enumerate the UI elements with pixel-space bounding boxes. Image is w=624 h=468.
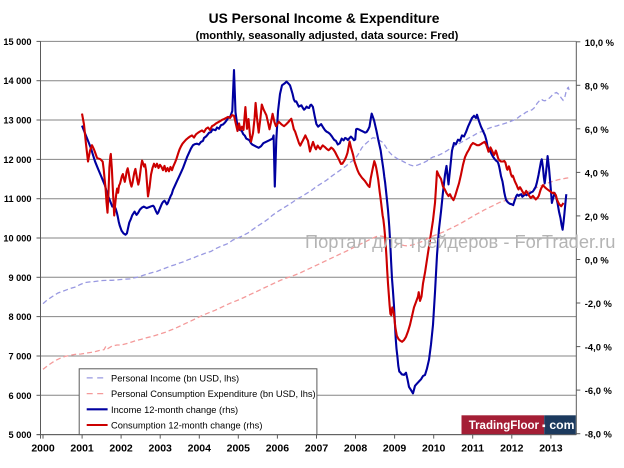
svg-text:-6,0 %: -6,0 % (585, 385, 613, 396)
svg-text:2005: 2005 (227, 443, 251, 455)
svg-text:8,0 %: 8,0 % (585, 80, 610, 91)
svg-text:11 000: 11 000 (4, 194, 32, 204)
svg-text:0,0 %: 0,0 % (585, 255, 610, 266)
svg-text:6,0 %: 6,0 % (585, 124, 610, 135)
svg-text:2,0 %: 2,0 % (585, 211, 610, 222)
svg-text:12 000: 12 000 (3, 155, 31, 165)
svg-text:2009: 2009 (383, 443, 407, 455)
svg-text:14 000: 14 000 (3, 76, 31, 86)
svg-text:2008: 2008 (344, 443, 368, 455)
svg-text:2004: 2004 (188, 443, 212, 455)
svg-text:-2,0 %: -2,0 % (585, 298, 613, 309)
svg-text:2001: 2001 (70, 443, 94, 455)
svg-text:5 000: 5 000 (9, 430, 32, 440)
svg-text:com: com (549, 418, 574, 432)
svg-text:2007: 2007 (305, 443, 329, 455)
svg-text:10 000: 10 000 (3, 234, 31, 244)
svg-text:2013: 2013 (539, 443, 563, 455)
svg-text:2000: 2000 (31, 443, 55, 455)
svg-text:US Personal Income & Expenditu: US Personal Income & Expenditure (209, 11, 440, 26)
svg-text:Consumption 12-month change (r: Consumption 12-month change (rhs) (111, 421, 262, 431)
svg-text:TradingFloor: TradingFloor (469, 420, 540, 432)
svg-text:-8,0 %: -8,0 % (585, 429, 613, 440)
svg-text:15 000: 15 000 (3, 37, 31, 47)
svg-text:10,0 %: 10,0 % (585, 37, 615, 48)
svg-text:2003: 2003 (149, 443, 173, 455)
svg-text:Personal Consumption Expenditu: Personal Consumption Expenditure (bn USD… (111, 389, 316, 399)
svg-text:(monthly, seasonally adjusted,: (monthly, seasonally adjusted, data sour… (196, 30, 459, 42)
svg-text:Портал для трейдеров - ForTrad: Портал для трейдеров - ForTrader.ru (305, 231, 615, 252)
svg-text:2011: 2011 (461, 443, 484, 455)
svg-text:Income 12-month change (rhs): Income 12-month change (rhs) (111, 405, 238, 415)
svg-text:Personal Income (bn USD, lhs): Personal Income (bn USD, lhs) (111, 373, 239, 383)
svg-text:2006: 2006 (266, 443, 290, 455)
svg-text:7 000: 7 000 (9, 352, 32, 362)
svg-text:2010: 2010 (422, 443, 446, 455)
svg-text:2002: 2002 (109, 443, 133, 455)
svg-text:6 000: 6 000 (9, 391, 32, 401)
svg-text:-4,0 %: -4,0 % (585, 342, 613, 353)
svg-text:2012: 2012 (500, 443, 524, 455)
svg-text:9 000: 9 000 (9, 273, 32, 283)
svg-text:8 000: 8 000 (9, 312, 32, 322)
svg-text:4,0 %: 4,0 % (585, 167, 610, 178)
svg-text:13 000: 13 000 (3, 116, 31, 126)
